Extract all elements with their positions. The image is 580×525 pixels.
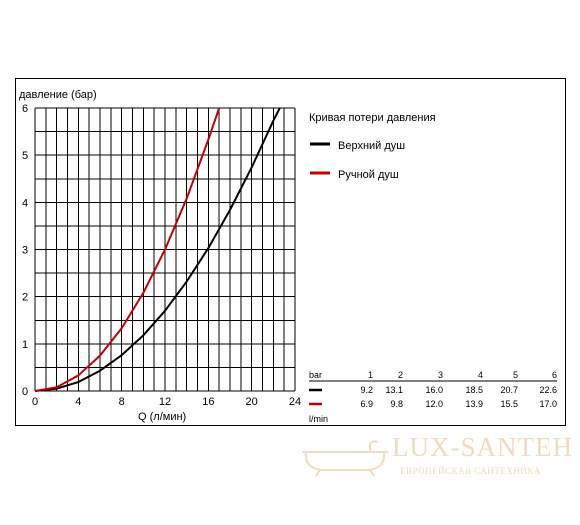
chart-frame <box>15 78 566 426</box>
table-cell: 13.9 <box>465 399 483 409</box>
table-cell: 22.6 <box>539 385 557 395</box>
table-header-cell: 4 <box>478 370 483 380</box>
watermark-title: LUX-SANTEH <box>392 432 573 462</box>
table-cell: 6.9 <box>360 399 373 409</box>
y-tick-labels: 0 1 2 3 4 5 6 <box>22 103 28 398</box>
legend-title: Кривая потери давления <box>309 112 436 124</box>
x-tick-label: 12 <box>159 396 171 408</box>
x-tick-label: 4 <box>75 396 81 408</box>
y-tick-label: 3 <box>22 245 28 257</box>
x-tick-label: 16 <box>202 396 214 408</box>
table-cell: 20.7 <box>500 385 518 395</box>
series-line-hand-shower <box>34 107 221 392</box>
y-tick-label: 2 <box>22 292 28 304</box>
table-cell: 15.5 <box>500 399 518 409</box>
table-header-cell: 1 <box>368 370 373 380</box>
table-cell: 12.0 <box>425 399 443 409</box>
y-tick-label: 0 <box>22 386 28 398</box>
table-cell: 18.5 <box>465 385 483 395</box>
table-cell: 13.1 <box>385 385 403 395</box>
chart-series <box>34 107 281 392</box>
table-footer-unit: l/min <box>309 414 328 424</box>
x-tick-labels: 0 4 8 12 16 20 24 <box>32 396 301 408</box>
y-tick-label: 1 <box>22 339 28 351</box>
table-cell: 9.2 <box>360 385 373 395</box>
x-axis-label: Q (л/мин) <box>138 411 186 423</box>
watermark-logo: LUX-SANTEH ЕВРОПЕЙСКАЯ САНТЕХНИКА <box>300 432 573 492</box>
y-axis-label: давление (бар) <box>19 89 97 101</box>
flow-table: bar l/min 1 2 3 4 5 6 9.2 13.1 16.0 18.5 20.7 22.6 6… <box>309 370 557 424</box>
table-header-cell: 6 <box>552 370 557 380</box>
y-tick-label: 4 <box>22 197 28 209</box>
y-tick-label: 6 <box>22 103 28 115</box>
watermark-subtitle: ЕВРОПЕЙСКАЯ САНТЕХНИКА <box>400 466 541 476</box>
table-header-cell: 2 <box>398 370 403 380</box>
table-cell: 9.8 <box>390 399 403 409</box>
y-tick-label: 5 <box>22 150 28 162</box>
x-tick-label: 24 <box>289 396 301 408</box>
x-tick-label: 8 <box>119 396 125 408</box>
bathtub-icon <box>302 440 388 477</box>
legend-label-hand-shower: Ручной душ <box>338 169 399 181</box>
table-cell: 16.0 <box>425 385 443 395</box>
series-line-top-shower <box>34 107 281 392</box>
table-cell: 17.0 <box>539 399 557 409</box>
table-header-cell: 5 <box>513 370 518 380</box>
x-tick-label: 20 <box>246 396 258 408</box>
legend-label-top-shower: Верхний душ <box>338 140 405 152</box>
x-tick-label: 0 <box>32 396 38 408</box>
table-header-cell: 3 <box>438 370 443 380</box>
table-header-unit: bar <box>309 370 322 380</box>
